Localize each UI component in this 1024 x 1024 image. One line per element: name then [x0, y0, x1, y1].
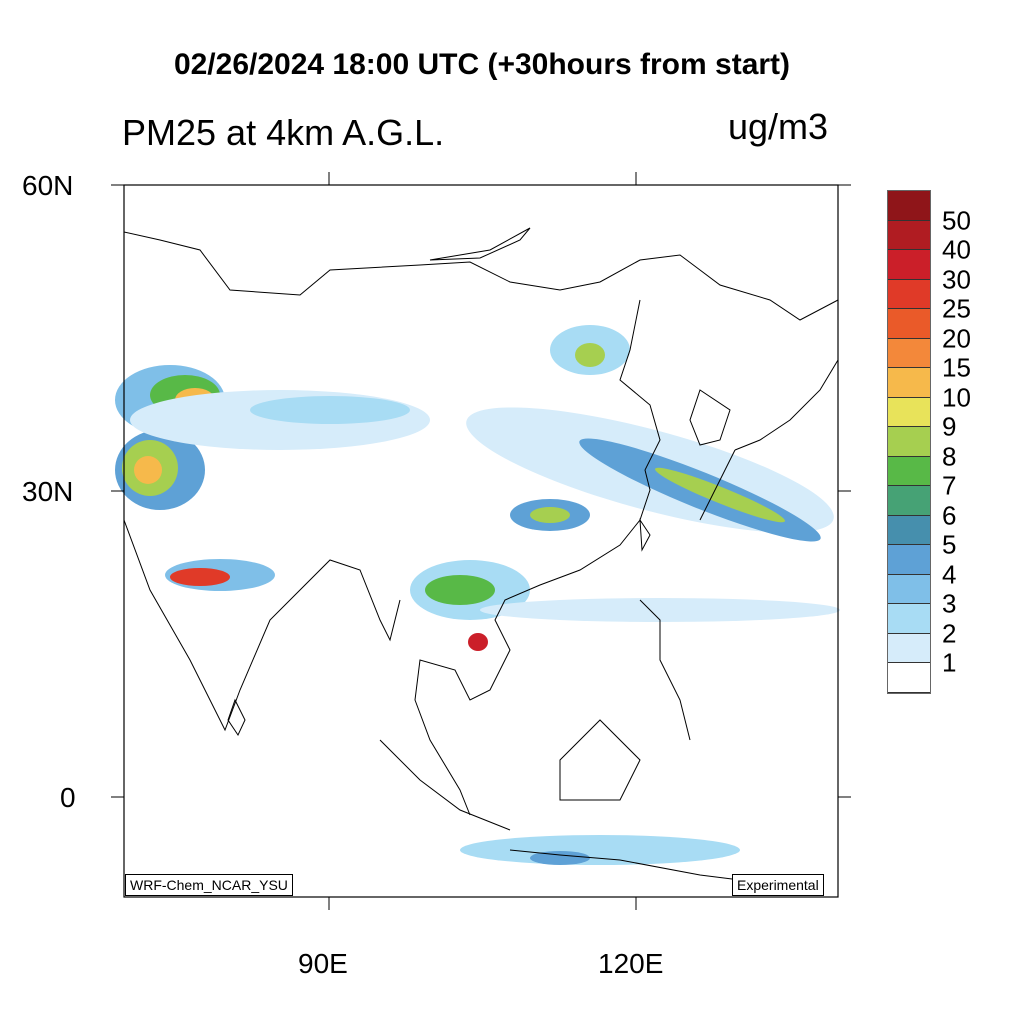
colorbar-swatch	[888, 191, 930, 221]
units-label: ug/m3	[728, 106, 829, 147]
coastlines	[123, 227, 839, 881]
map-area	[124, 185, 838, 897]
taiwan	[639, 518, 651, 552]
colorbar-label: 30	[942, 264, 971, 294]
colorbar-label: 1	[942, 647, 957, 678]
colorbar-swatch	[888, 338, 930, 368]
japan	[699, 359, 839, 521]
lon-label-120e: 120E	[598, 948, 664, 979]
map-title: 02/26/2024 18:00 UTC (+30hours from star…	[173, 48, 791, 81]
pm-blob	[575, 343, 605, 367]
colorbar-label: 6	[942, 500, 957, 530]
pm-blob	[170, 568, 230, 586]
colorbar-label: 8	[942, 441, 957, 471]
colorbar-swatch	[888, 427, 930, 457]
java	[509, 849, 741, 881]
colorbar-label: 15	[942, 352, 971, 383]
colorbar-label: 3	[942, 588, 957, 619]
colorbar-swatch	[888, 633, 930, 663]
colorbar-label: 2	[942, 618, 957, 648]
pm-blob	[250, 396, 410, 424]
colorbar-label: 40	[942, 234, 971, 265]
sumatra	[379, 739, 511, 831]
colorbar-swatch	[888, 604, 930, 634]
lat-label-60n: 60N	[22, 170, 74, 201]
lon-label-90e: 90E	[298, 948, 348, 979]
colorbar-label: 50	[942, 205, 971, 235]
pm-blob	[460, 835, 740, 865]
colorbar-swatch	[888, 309, 930, 339]
colorbar-swatch	[888, 486, 930, 516]
colorbar-swatch	[888, 545, 930, 575]
colorbar-swatch	[888, 456, 930, 486]
sri-lanka	[227, 698, 246, 737]
philippines	[639, 599, 691, 741]
lat-label-30n: 30N	[22, 476, 74, 507]
pm-blob	[468, 633, 488, 651]
lat-label-0: 0	[60, 782, 76, 813]
colorbar-label: 7	[942, 470, 957, 501]
pm-blob	[530, 507, 570, 523]
colorbar-swatch	[888, 279, 930, 309]
india-coast	[123, 519, 401, 732]
borneo	[559, 719, 641, 801]
lake-baikal	[429, 227, 531, 261]
pm-blob	[530, 851, 590, 865]
colorbar-swatch	[888, 368, 930, 398]
colorbar-swatch	[888, 663, 930, 693]
korea	[689, 389, 731, 446]
colorbar-label: 20	[942, 323, 971, 353]
pm-blob	[425, 575, 495, 605]
map-frame	[123, 184, 839, 898]
model-label: WRF-Chem_NCAR_YSU	[125, 874, 293, 896]
colorbar-label: 25	[942, 293, 971, 324]
colorbar-label: 5	[942, 529, 957, 560]
northern-border	[123, 231, 839, 321]
pm-blob	[480, 598, 840, 622]
pm25-field	[115, 325, 840, 865]
ticks	[111, 172, 851, 910]
colorbar-swatch	[888, 220, 930, 250]
colorbar-swatch	[888, 250, 930, 280]
colorbar-swatch	[888, 397, 930, 427]
variable-subtitle: PM25 at 4km A.G.L.	[122, 112, 445, 153]
colorbar-label: 4	[942, 559, 957, 589]
pm-blob	[655, 467, 785, 523]
experimental-label: Experimental	[732, 874, 824, 896]
pm-blob	[134, 456, 162, 484]
colorbar-label: 10	[942, 382, 971, 412]
colorbar-swatch	[888, 515, 930, 545]
colorbar-label: 9	[942, 411, 957, 442]
colorbar	[887, 190, 931, 694]
colorbar-swatch	[888, 574, 930, 604]
east-asia-coast	[414, 299, 661, 816]
